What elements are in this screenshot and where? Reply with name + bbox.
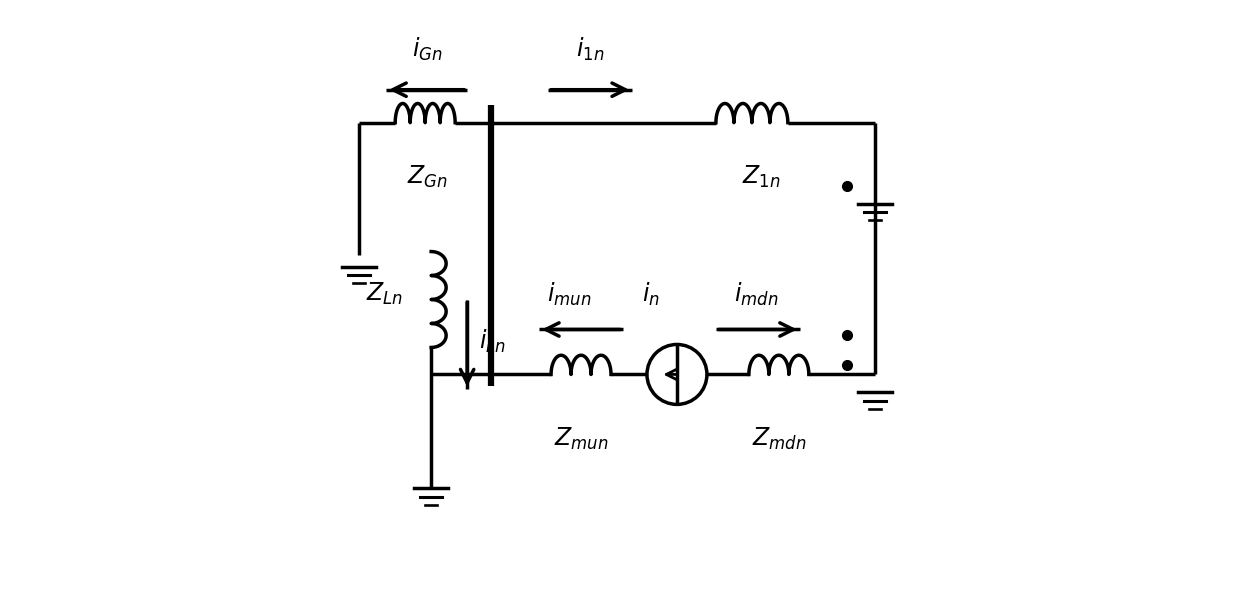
Text: $i_{\mathit{1n}}$: $i_{\mathit{1n}}$ <box>575 36 604 63</box>
Text: $Z_{\mathit{Gn}}$: $Z_{\mathit{Gn}}$ <box>407 163 448 189</box>
Text: $Z_{\mathit{Ln}}$: $Z_{\mathit{Ln}}$ <box>366 280 403 307</box>
Text: $Z_{\mathit{mun}}$: $Z_{\mathit{mun}}$ <box>554 425 609 451</box>
Text: $i_{\mathit{mun}}$: $i_{\mathit{mun}}$ <box>547 281 591 309</box>
Text: $i_{\mathit{Gn}}$: $i_{\mathit{Gn}}$ <box>412 36 443 63</box>
Text: $i_{\mathit{n}}$: $i_{\mathit{n}}$ <box>642 281 660 309</box>
Text: $Z_{\mathit{1n}}$: $Z_{\mathit{1n}}$ <box>742 163 780 189</box>
Text: $i_{\mathit{Ln}}$: $i_{\mathit{Ln}}$ <box>479 328 506 355</box>
Text: $Z_{\mathit{mdn}}$: $Z_{\mathit{mdn}}$ <box>751 425 806 451</box>
Text: $i_{\mathit{mdn}}$: $i_{\mathit{mdn}}$ <box>734 281 779 309</box>
